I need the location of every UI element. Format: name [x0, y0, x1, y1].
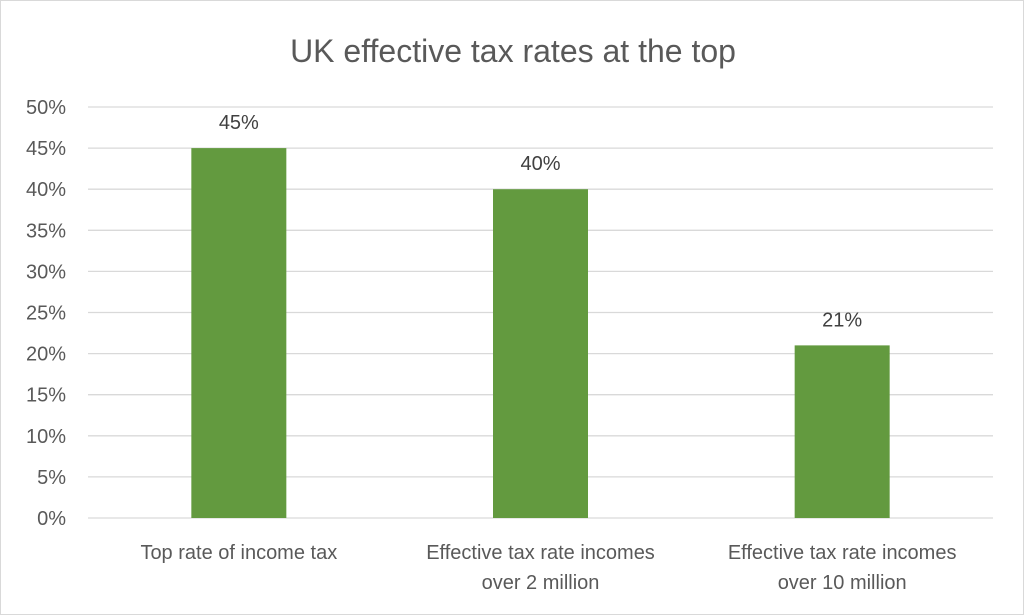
data-label: 21% [822, 309, 862, 331]
bars [191, 148, 890, 518]
x-category-label: Effective tax rate incomes [426, 542, 655, 564]
x-category-label: over 2 million [482, 572, 600, 594]
y-tick-label: 0% [37, 508, 66, 530]
x-axis-category-labels: Top rate of income tax Effective tax rate… [140, 542, 956, 594]
y-tick-label: 45% [26, 138, 66, 160]
y-tick-label: 20% [26, 344, 66, 366]
x-category-label: Effective tax rate incomes [728, 542, 957, 564]
y-tick-label: 25% [26, 303, 66, 325]
chart-title: UK effective tax rates at the top [290, 33, 736, 69]
bar [493, 189, 588, 518]
y-tick-label: 15% [26, 385, 66, 407]
y-tick-label: 10% [26, 426, 66, 448]
y-tick-label: 40% [26, 179, 66, 201]
data-label: 40% [520, 153, 560, 175]
bar [191, 148, 287, 518]
y-axis-tick-labels: 0% 5% 10% 15% 20% 25% 30% 35% 40% 45% 50% [26, 97, 66, 530]
data-label: 45% [219, 112, 259, 134]
x-category-label: Top rate of income tax [140, 542, 337, 564]
data-labels: 45% 40% 21% [219, 112, 863, 331]
y-tick-label: 30% [26, 261, 66, 283]
y-tick-label: 50% [26, 97, 66, 119]
y-tick-label: 35% [26, 220, 66, 242]
bar [794, 345, 890, 518]
y-tick-label: 5% [37, 467, 66, 489]
x-category-label: over 10 million [778, 572, 907, 594]
